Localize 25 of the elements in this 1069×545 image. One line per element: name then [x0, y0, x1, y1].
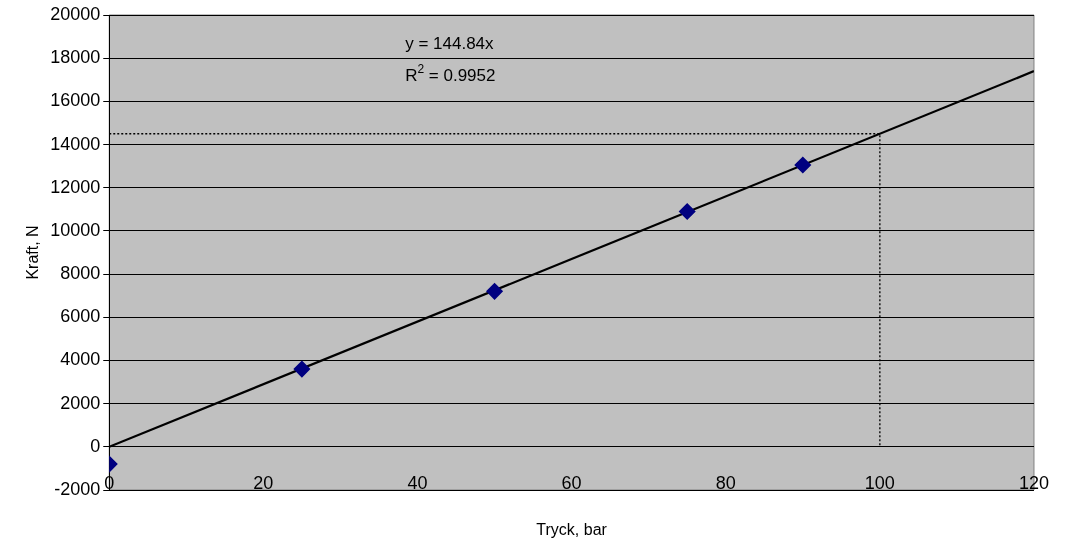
y-tick-label: 0: [90, 435, 101, 456]
y-tick-label: 2000: [60, 392, 101, 413]
y-tick-label: -2000: [54, 478, 101, 499]
x-tick-label: 80: [715, 472, 736, 493]
point: [293, 360, 311, 378]
y-tick-label: 12000: [50, 176, 101, 197]
y-tick-label: 4000: [60, 349, 101, 370]
point: [679, 203, 696, 220]
y-tick-label: 6000: [60, 306, 101, 327]
y-axis-title: Kraft, N: [24, 225, 42, 280]
point: [486, 283, 503, 300]
annotation: y = 144.84x: [405, 34, 495, 53]
x-axis-title: Tryck, bar: [536, 521, 608, 538]
y-tick-label: 14000: [50, 133, 101, 154]
y-tick-label: 10000: [50, 219, 101, 240]
y-tick-label: 8000: [60, 263, 101, 284]
y-tick-label: 18000: [50, 47, 101, 68]
x-tick-label: 20: [253, 472, 274, 493]
x-tick-label: 60: [561, 472, 582, 493]
x-tick-label: 120: [1018, 472, 1050, 493]
y-tick-label: 16000: [50, 90, 101, 111]
y-tick-label: 20000: [50, 3, 101, 24]
point: [794, 156, 811, 174]
x-tick-label: 100: [864, 472, 895, 493]
x-tick-label: 40: [407, 472, 428, 493]
